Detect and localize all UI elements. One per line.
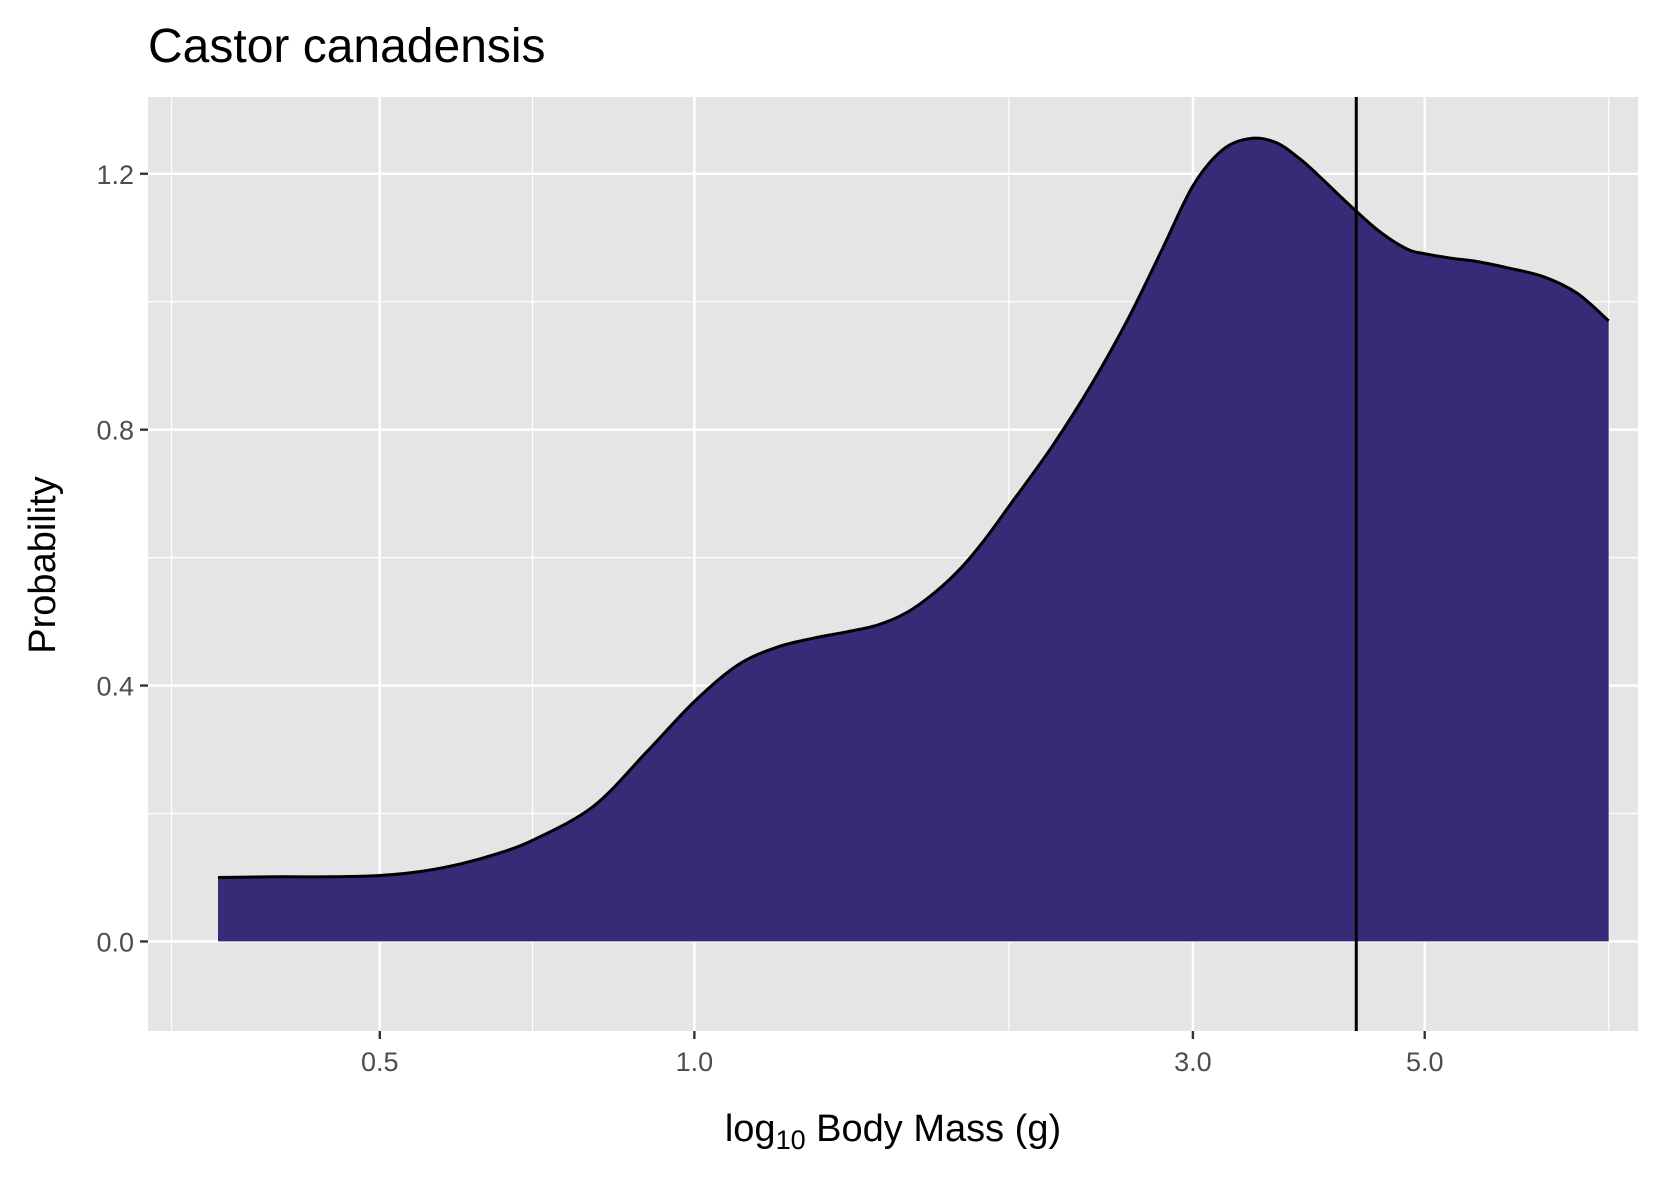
x-axis-title-suffix: Body Mass (g) <box>806 1108 1062 1150</box>
x-axis-title: log10 Body Mass (g) <box>725 1108 1061 1155</box>
y-axis: 0.0 0.4 0.8 1.2 <box>96 160 148 957</box>
y-tick-label: 0.4 <box>96 672 134 702</box>
x-tick-label: 3.0 <box>1174 1047 1212 1077</box>
chart-title: Castor canadensis <box>148 20 546 73</box>
x-axis: 0.5 1.0 3.0 5.0 <box>361 1031 1443 1077</box>
x-tick-label: 1.0 <box>676 1047 714 1077</box>
y-tick-label: 1.2 <box>96 160 134 190</box>
y-axis-title: Probability <box>22 476 64 653</box>
density-curve <box>217 136 1610 879</box>
y-tick-label: 0.0 <box>96 927 134 957</box>
x-axis-title-subscript: 10 <box>776 1125 806 1155</box>
x-axis-title-prefix: log <box>725 1108 776 1150</box>
y-tick-label: 0.8 <box>96 416 134 446</box>
x-tick-label: 5.0 <box>1406 1047 1444 1077</box>
density-area <box>218 138 1609 942</box>
x-tick-label: 0.5 <box>361 1047 399 1077</box>
